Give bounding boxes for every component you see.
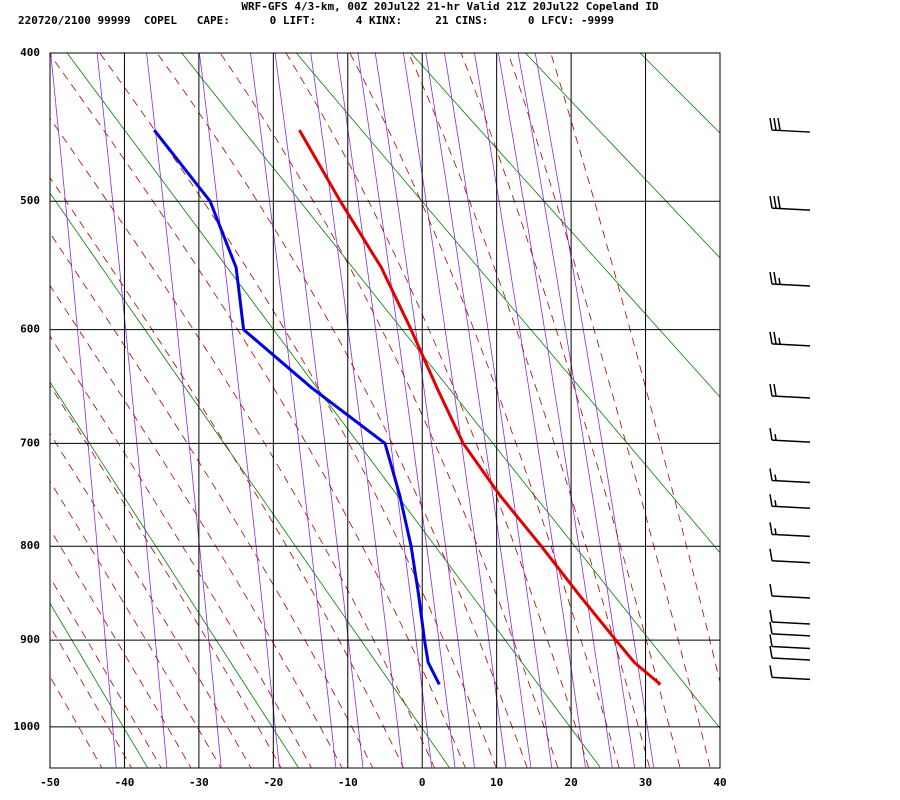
wind-barb	[769, 383, 811, 399]
moist-adiabat	[507, 53, 711, 768]
dry-adiabat	[50, 602, 149, 768]
barb-shape	[769, 271, 811, 287]
barb-shape	[769, 665, 811, 681]
wind-barb	[769, 548, 811, 564]
dry-adiabat	[779, 0, 900, 800]
moist-adiabat	[219, 53, 559, 768]
moist-adiabat	[50, 53, 466, 768]
wind-barb	[769, 428, 811, 443]
wind-barb	[769, 494, 811, 509]
barb-shape	[769, 117, 811, 133]
wind-barb	[769, 645, 811, 661]
barb-shape	[769, 621, 811, 637]
dry-adiabat	[639, 53, 720, 134]
moist-adiabat	[460, 53, 681, 768]
y-tick-label: 700	[20, 436, 40, 449]
y-tick-label: 400	[20, 46, 40, 59]
plot-frame	[49, 52, 721, 769]
chart-title: WRF-GFS 4/3-km, 00Z 20Jul22 21-hr Valid …	[241, 0, 659, 13]
barb-shape	[769, 548, 811, 564]
barb-shape	[769, 331, 811, 347]
barb-shape	[769, 583, 811, 599]
wind-barb	[769, 634, 811, 650]
wind-barb	[769, 117, 811, 133]
x-tick-label: -40	[115, 776, 135, 789]
wind-barb	[769, 522, 811, 538]
dry-adiabat	[884, 0, 900, 800]
y-tick-label: 800	[20, 539, 40, 552]
x-tick-label: 20	[564, 776, 577, 789]
wind-barb	[769, 665, 811, 681]
wind-barb	[769, 468, 811, 484]
x-tick-label: -20	[263, 776, 283, 789]
profile-line	[298, 129, 662, 686]
wind-barb	[769, 195, 811, 211]
barb-shape	[769, 609, 811, 625]
wind-barb	[769, 609, 811, 625]
barb-shape	[769, 428, 811, 443]
y-tick-label: 1000	[14, 720, 41, 733]
x-tick-label: 10	[490, 776, 503, 789]
barb-shape	[769, 383, 811, 399]
chart-subtitle: 220720/2100 99999 COPEL CAPE: 0 LIFT: 4 …	[18, 14, 614, 27]
dry-adiabat	[410, 53, 720, 398]
y-tick-label: 500	[20, 194, 40, 207]
x-tick-label: 0	[419, 776, 426, 789]
x-tick-label: -10	[338, 776, 358, 789]
wind-barb	[769, 331, 811, 347]
x-tick-label: 40	[713, 776, 726, 789]
barb-shape	[769, 468, 811, 484]
wind-barb	[769, 271, 811, 287]
barb-shape	[769, 195, 811, 211]
x-tick-label: -30	[189, 776, 209, 789]
barb-shape	[769, 522, 811, 538]
barb-shape	[769, 494, 811, 509]
y-tick-label: 600	[20, 323, 40, 336]
y-tick-label: 900	[20, 633, 40, 646]
x-tick-label: 30	[639, 776, 652, 789]
wind-barb	[769, 583, 811, 599]
dry-adiabat	[0, 0, 18, 800]
barb-shape	[769, 634, 811, 650]
barb-shape	[769, 645, 811, 661]
profile-line	[153, 129, 441, 686]
dry-adiabat	[524, 53, 720, 259]
x-tick-label: -50	[40, 776, 60, 789]
wind-barb	[769, 621, 811, 637]
